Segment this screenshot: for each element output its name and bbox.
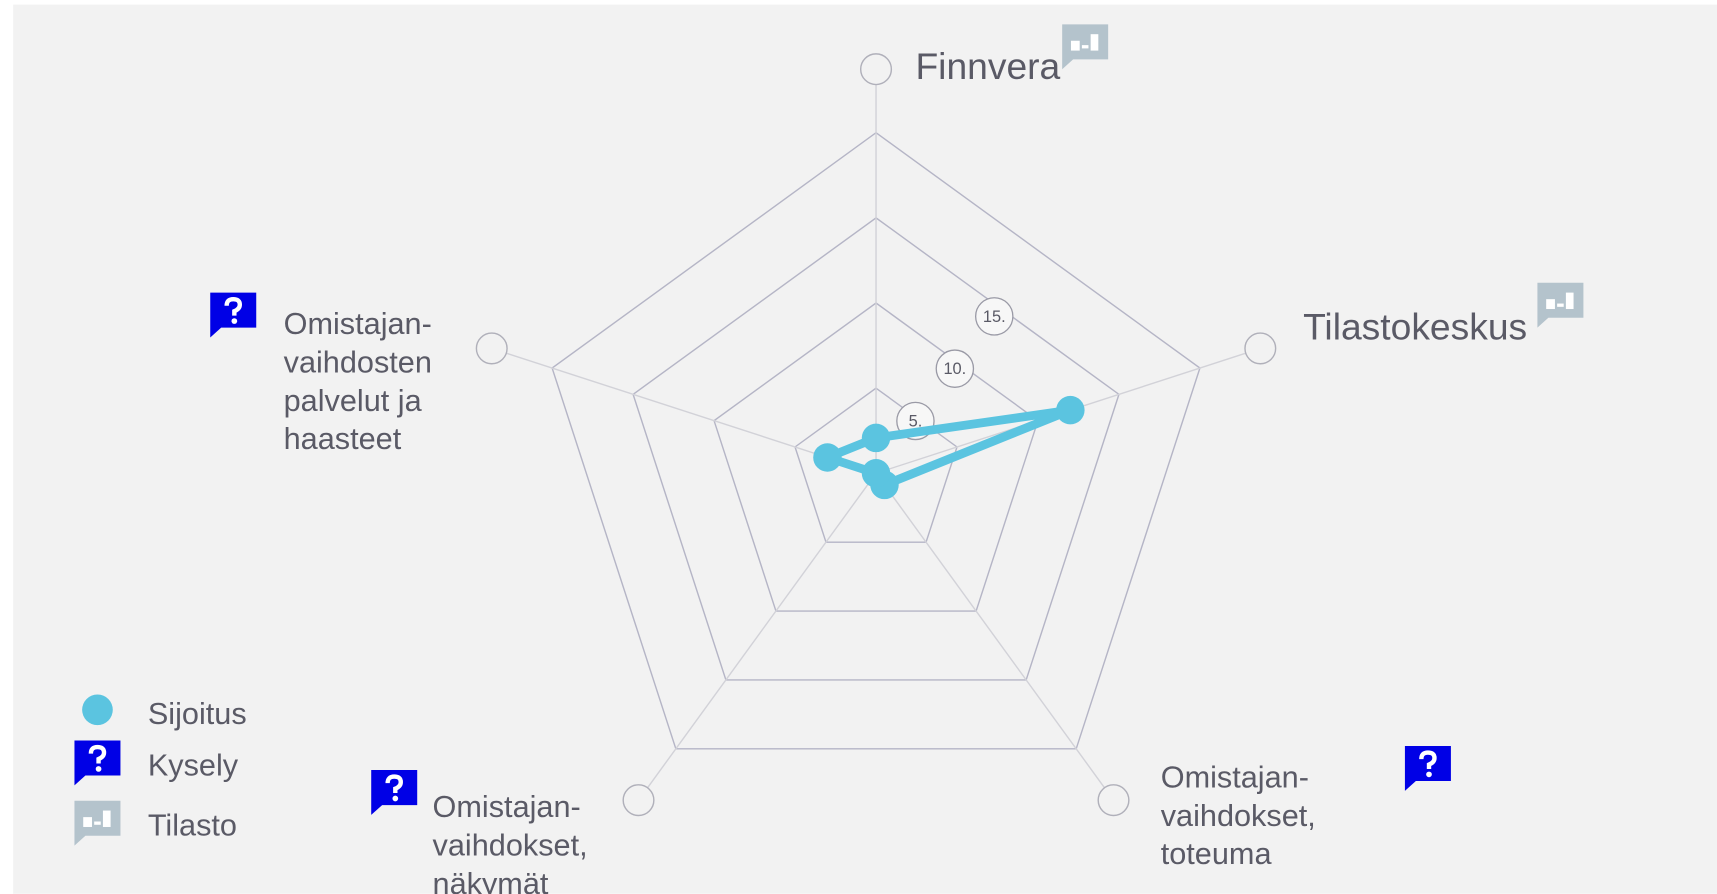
axis-label: Omistajan-vaihdokset, toteuma <box>1161 761 1316 872</box>
axis-end-circle <box>859 53 893 86</box>
source-icon-glyph <box>1090 34 1099 51</box>
axis-end-circle <box>475 332 508 365</box>
label-line: Omistajan- <box>1161 761 1309 795</box>
tick-label: 10. <box>943 360 966 378</box>
axis-spoke <box>875 472 1106 789</box>
legend-label: Tilasto <box>148 809 237 843</box>
source-icon-glyph <box>1565 292 1574 310</box>
tick-badge <box>974 297 1014 336</box>
source-icon-glyph <box>88 744 107 764</box>
series-dot <box>1056 395 1085 425</box>
grid-ring <box>794 387 958 543</box>
source-icon-glyph <box>392 795 399 802</box>
source-icon-glyph <box>1419 750 1437 769</box>
label-line: palvelut ja <box>284 384 423 418</box>
label-line: toteuma <box>1161 837 1273 871</box>
label-line: vaihdokset, <box>433 828 588 862</box>
series-dot <box>813 443 842 472</box>
legend-label: Kysely <box>148 749 239 783</box>
label-line: Omistajan- <box>284 307 432 341</box>
legend-swatch <box>82 694 113 726</box>
source-icon-glyph <box>385 774 403 794</box>
axis-label: Omistajan-vaihdosten palvelut ja haasteet <box>284 307 432 456</box>
tick-label: 5. <box>909 412 923 430</box>
source-icon-glyph <box>102 810 111 827</box>
source-icon-glyph <box>94 821 101 825</box>
source-icon-glyph <box>1070 40 1080 51</box>
label-line: haasteet <box>284 422 402 456</box>
source-icon-glyph <box>231 318 238 324</box>
label-line: Omistajan- <box>433 790 581 824</box>
axis-spoke <box>646 472 877 789</box>
label-line: vaihdokset, <box>1161 799 1316 833</box>
grid-ring <box>551 131 1201 750</box>
tick-badge <box>935 349 975 388</box>
axis-end-circle <box>1244 332 1277 365</box>
label-line: vaihdosten <box>284 346 432 380</box>
source-icon-glyph <box>224 296 243 316</box>
source-icon-glyph <box>95 766 102 772</box>
label-line: näkymät <box>433 867 549 894</box>
axis-end-circle <box>1097 784 1130 817</box>
grid-ring <box>632 216 1120 681</box>
axis-end-circle <box>622 784 655 817</box>
grid-ring <box>713 302 1039 612</box>
panel <box>13 4 1717 894</box>
axis-label: Tilastokeskus <box>1303 306 1527 348</box>
axis-label: Finnvera <box>915 45 1060 87</box>
series-dot <box>861 459 891 488</box>
source-icon-glyph <box>83 817 92 827</box>
source-icon-glyph <box>1426 771 1432 778</box>
legend-label: Sijoitus <box>148 697 247 731</box>
axis-label: Omistajan-vaihdokset, näkymät <box>433 790 588 894</box>
series-dot <box>861 423 891 453</box>
source-icon-glyph <box>1557 303 1564 307</box>
source-icon-glyph <box>1546 299 1555 310</box>
tick-label: 15. <box>983 308 1006 326</box>
source-icon-glyph <box>1081 45 1089 49</box>
